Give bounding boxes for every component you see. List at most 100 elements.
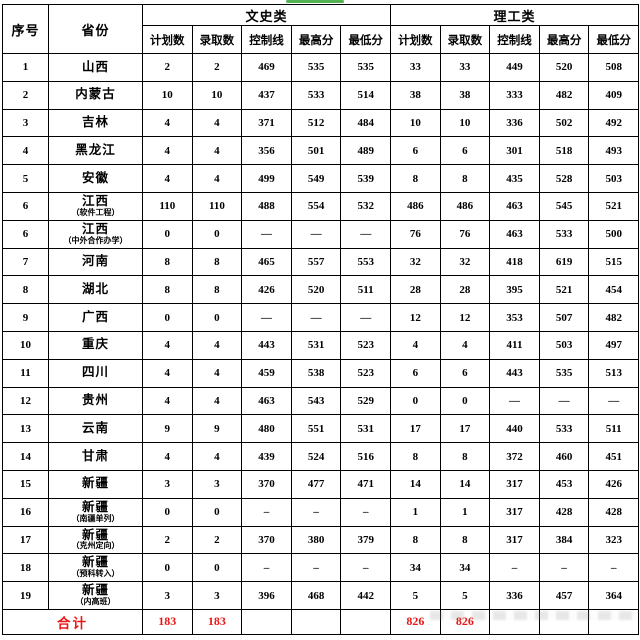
ligong-control-line-cell: — bbox=[489, 386, 540, 416]
wenshi-max-score-cell: 468 bbox=[290, 581, 342, 610]
wenshi-admitted-cell: 4 bbox=[191, 386, 243, 416]
ligong-max-score-cell: 460 bbox=[538, 442, 590, 471]
total-ligong-max-score-cell bbox=[538, 608, 590, 635]
ligong-control-line-cell: 435 bbox=[489, 164, 540, 193]
serial-cell: 15 bbox=[2, 469, 49, 499]
wenshi-plan-cell: 0 bbox=[142, 497, 193, 527]
ligong-max-score-cell: 520 bbox=[538, 53, 590, 82]
wenshi-max-score-cell: 551 bbox=[290, 414, 342, 444]
serial-cell: 6 bbox=[2, 191, 49, 221]
ligong-plan-cell: 8 bbox=[390, 525, 441, 555]
table-row: 19 新疆 （内高班） 3 3 396 468 442 5 5 336 457 364 bbox=[2, 581, 640, 610]
wenshi-max-score-cell: 477 bbox=[290, 469, 342, 499]
ligong-plan-cell: 1 bbox=[390, 497, 441, 527]
ligong-control-line-cell: 372 bbox=[489, 442, 540, 471]
total-wenshi-admitted-cell: 183 bbox=[191, 608, 243, 635]
serial-cell: 2 bbox=[2, 80, 49, 110]
wenshi-admitted-cell: 0 bbox=[191, 553, 243, 583]
ligong-control-line-cell: 418 bbox=[489, 247, 540, 277]
ligong-max-score-cell: 384 bbox=[538, 525, 590, 555]
wenshi-control-line-cell: 443 bbox=[241, 330, 292, 360]
wenshi-admitted-cell: 8 bbox=[191, 247, 243, 277]
ligong-plan-cell: 6 bbox=[390, 358, 441, 388]
ligong-admitted-cell: 12 bbox=[439, 303, 491, 332]
serial-cell: 1 bbox=[2, 53, 49, 82]
province-cell: 新疆 （南疆单列） bbox=[48, 497, 143, 527]
ligong-plan-cell: 33 bbox=[390, 53, 441, 82]
ligong-max-score-cell: 528 bbox=[538, 164, 590, 193]
wenshi-control-line-cell: 371 bbox=[241, 108, 292, 138]
serial-cell: 10 bbox=[2, 330, 49, 360]
ligong-min-score-cell: 428 bbox=[588, 497, 640, 527]
table-row: 6 江西 （软件工程） 110 110 488 554 532 486 486 463 545 521 bbox=[2, 191, 640, 221]
province-cell: 新疆 （内高班） bbox=[48, 581, 143, 610]
wenshi-admitted-cell: 3 bbox=[191, 469, 243, 499]
province-name: 江西 bbox=[81, 194, 109, 209]
wenshi-control-line-cell: 356 bbox=[241, 136, 292, 166]
ligong-admitted-cell: 76 bbox=[439, 219, 491, 249]
ligong-min-score-cell: 364 bbox=[588, 581, 640, 610]
wenshi-min-score-cell: 442 bbox=[340, 581, 392, 610]
ligong-min-score-cell: 513 bbox=[588, 358, 640, 388]
province-name: 湖北 bbox=[81, 281, 109, 296]
wenshi-control-line-cell: — bbox=[241, 303, 292, 332]
province-cell: 吉林 bbox=[48, 108, 143, 138]
wenshi-plan-cell: 4 bbox=[142, 386, 193, 416]
ligong-min-score-cell: 323 bbox=[588, 525, 640, 555]
wenshi-admitted-cell: 4 bbox=[191, 358, 243, 388]
ligong-admitted-cell: 14 bbox=[439, 469, 491, 499]
ligong-max-score-cell: 533 bbox=[538, 219, 590, 249]
total-ligong-admitted-cell: 826 bbox=[439, 608, 491, 635]
wenshi-admitted-cell: 4 bbox=[191, 442, 243, 471]
ligong-control-line-cell: 301 bbox=[489, 136, 540, 166]
wenshi-plan-cell: 8 bbox=[142, 247, 193, 277]
wenshi-admitted-cell: 3 bbox=[191, 581, 243, 610]
wenshi-control-line-cell: 439 bbox=[241, 442, 292, 471]
wenshi-admitted-cell: 10 bbox=[191, 80, 243, 110]
wenshi-max-score-cell: — bbox=[290, 219, 342, 249]
ligong-control-line-cell: 353 bbox=[489, 303, 540, 332]
ligong-control-line-cell: 395 bbox=[489, 275, 540, 305]
ligong-min-score-cell: 451 bbox=[588, 442, 640, 471]
ligong-plan-cell: 76 bbox=[390, 219, 441, 249]
wenshi-min-score-cell: 539 bbox=[340, 164, 392, 193]
ligong-plan-cell: 14 bbox=[390, 469, 441, 499]
col-header-ligong-plan: 计划数 bbox=[390, 25, 441, 54]
serial-cell: 7 bbox=[2, 247, 49, 277]
province-cell: 山西 bbox=[48, 53, 143, 82]
ligong-min-score-cell: 493 bbox=[588, 136, 640, 166]
table-row: 13 云南 9 9 480 551 531 17 17 440 533 511 bbox=[2, 414, 640, 444]
serial-cell: 5 bbox=[2, 164, 49, 193]
ligong-admitted-cell: 6 bbox=[439, 358, 491, 388]
province-name: 四川 bbox=[81, 365, 109, 380]
ligong-admitted-cell: 8 bbox=[439, 164, 491, 193]
wenshi-min-score-cell: 484 bbox=[340, 108, 392, 138]
wenshi-admitted-cell: 0 bbox=[191, 497, 243, 527]
total-wenshi-min-score-cell bbox=[340, 608, 392, 635]
table-footer: 合计 183 183 826 826 bbox=[2, 608, 640, 635]
wenshi-min-score-cell: 471 bbox=[340, 469, 392, 499]
wenshi-max-score-cell: 535 bbox=[290, 53, 342, 82]
ligong-admitted-cell: 10 bbox=[439, 108, 491, 138]
province-cell: 重庆 bbox=[48, 330, 143, 360]
province-cell: 河南 bbox=[48, 247, 143, 277]
table-row: 1 山西 2 2 469 535 535 33 33 449 520 508 bbox=[2, 53, 640, 82]
col-header-wenshi-max-score: 最高分 bbox=[290, 25, 342, 54]
province-name: 河南 bbox=[81, 254, 109, 269]
province-cell: 新疆 （克州定向） bbox=[48, 525, 143, 555]
serial-cell: 9 bbox=[2, 303, 49, 332]
serial-cell: 17 bbox=[2, 525, 49, 555]
wenshi-max-score-cell: 533 bbox=[290, 80, 342, 110]
wenshi-max-score-cell: 554 bbox=[290, 191, 342, 221]
wenshi-admitted-cell: 4 bbox=[191, 330, 243, 360]
wenshi-min-score-cell: 523 bbox=[340, 330, 392, 360]
wenshi-plan-cell: 4 bbox=[142, 330, 193, 360]
admission-score-table: 序号 省份 文史类 理工类 计划数 录取数 控制线 最高分 最低分 计划数 录取… bbox=[2, 4, 640, 635]
wenshi-plan-cell: 3 bbox=[142, 581, 193, 610]
province-name: 云南 bbox=[81, 420, 109, 435]
ligong-admitted-cell: 28 bbox=[439, 275, 491, 305]
ligong-control-line-cell: 333 bbox=[489, 80, 540, 110]
province-cell: 安徽 bbox=[48, 164, 143, 193]
province-cell: 甘肃 bbox=[48, 442, 143, 471]
wenshi-min-score-cell: — bbox=[340, 303, 392, 332]
